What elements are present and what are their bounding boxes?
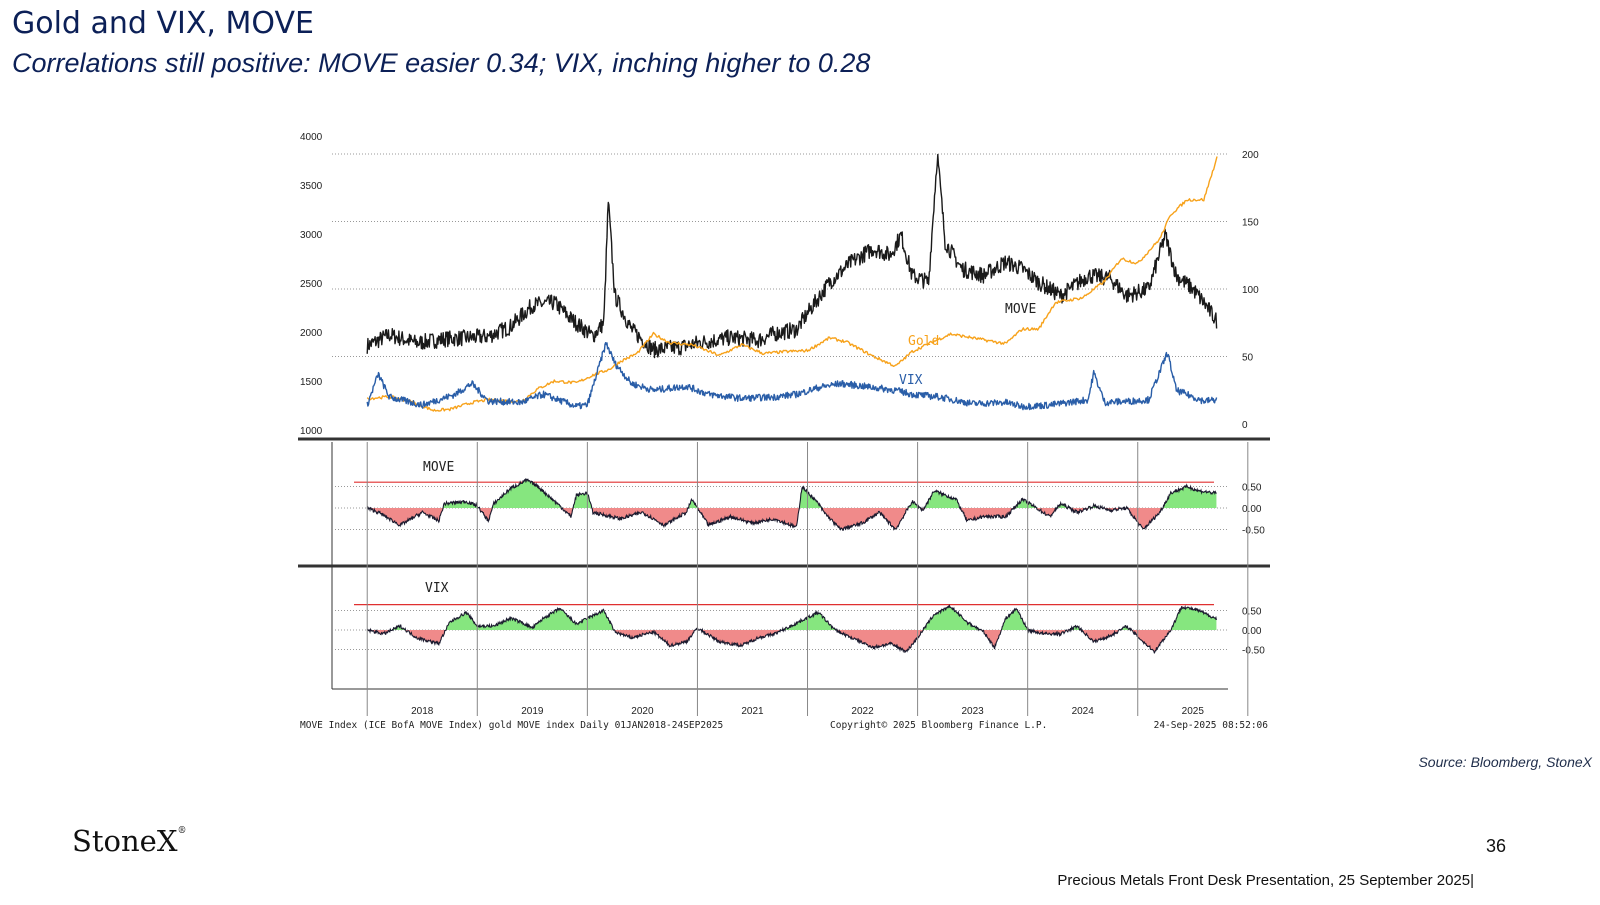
vix-annotation: VIX <box>899 373 923 388</box>
left-tick-label: 1500 <box>300 377 323 388</box>
right-tick-label: 200 <box>1242 150 1259 161</box>
x-tick-label: 2021 <box>741 706 764 717</box>
panel-label: MOVE <box>423 460 454 475</box>
x-tick-label: 2024 <box>1072 706 1095 717</box>
corr-tick-label: -0.50 <box>1242 526 1265 537</box>
corr-tick-label: 0.50 <box>1242 607 1262 618</box>
correlation-line <box>366 478 1217 531</box>
x-tick-label: 2025 <box>1182 706 1205 717</box>
page-number: 36 <box>1486 836 1507 856</box>
corr-tick-label: 0.00 <box>1242 504 1262 515</box>
right-tick-label: 150 <box>1242 218 1259 229</box>
stonex-logo: StoneX® <box>72 824 187 858</box>
x-tick-label: 2020 <box>631 706 654 717</box>
vix-series-line <box>366 342 1218 411</box>
corr-tick-label: 0.50 <box>1242 483 1262 494</box>
negative-area <box>367 508 1217 531</box>
x-tick-label: 2019 <box>521 706 544 717</box>
corr-tick-label: -0.50 <box>1242 646 1265 657</box>
x-tick-label: 2018 <box>411 706 434 717</box>
left-tick-label: 3000 <box>300 230 323 241</box>
slide-title: Gold and VIX, MOVE <box>12 6 314 41</box>
left-tick-label: 2500 <box>300 279 323 290</box>
correlation-line <box>367 604 1217 655</box>
gold-series-line <box>366 156 1218 412</box>
plot-frame <box>332 132 1228 689</box>
x-tick-label: 2022 <box>851 706 874 717</box>
source-note: Source: Bloomberg, StoneX <box>1418 754 1592 770</box>
gold-annotation: Gold <box>908 334 939 349</box>
bloomberg-timestamp: 24-Sep-2025 08:52:06 <box>1154 720 1269 731</box>
move-series-line <box>366 153 1218 359</box>
bloomberg-copyright: Copyright© 2025 Bloomberg Finance L.P. <box>830 720 1047 731</box>
positive-area <box>367 479 1217 508</box>
right-tick-label: 0 <box>1242 420 1248 431</box>
left-tick-label: 2000 <box>300 328 323 339</box>
positive-area <box>367 605 1217 630</box>
slide-subtitle: Correlations still positive: MOVE easier… <box>12 48 871 78</box>
left-tick-label: 3500 <box>300 181 323 192</box>
bloomberg-source-text: MOVE Index (ICE BofA MOVE Index) gold MO… <box>300 720 723 731</box>
left-tick-label: 4000 <box>300 132 323 143</box>
presentation-footer: Precious Metals Front Desk Presentation,… <box>1057 872 1474 889</box>
left-tick-label: 1000 <box>300 426 323 437</box>
right-tick-label: 50 <box>1242 353 1254 364</box>
move-annotation: MOVE <box>1005 302 1036 317</box>
x-tick-label: 2023 <box>962 706 985 717</box>
panel-label: VIX <box>425 581 449 596</box>
corr-tick-label: 0.00 <box>1242 626 1262 637</box>
right-tick-label: 100 <box>1242 285 1259 296</box>
